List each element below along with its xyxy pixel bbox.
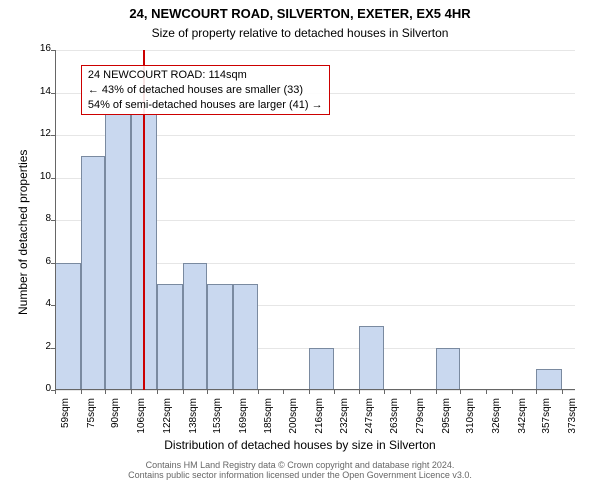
gridline: [55, 50, 575, 51]
gridline: [55, 390, 575, 391]
x-tick-label: 216sqm: [314, 398, 325, 443]
footer-line-1: Contains HM Land Registry data © Crown c…: [0, 460, 600, 470]
histogram-bar: [359, 326, 385, 390]
x-tick-label: 75sqm: [86, 398, 97, 443]
x-tick-label: 90sqm: [110, 398, 121, 443]
plot-area: 024681012141659sqm75sqm90sqm106sqm122sqm…: [55, 50, 575, 390]
chart-container: 24, NEWCOURT ROAD, SILVERTON, EXETER, EX…: [0, 0, 600, 500]
x-tick-label: 373sqm: [567, 398, 578, 443]
x-tick-label: 185sqm: [263, 398, 274, 443]
x-tick-label: 326sqm: [491, 398, 502, 443]
histogram-bar: [309, 348, 335, 391]
y-tick-label: 16: [27, 43, 51, 54]
histogram-bar: [105, 114, 131, 390]
x-tick-label: 263sqm: [389, 398, 400, 443]
histogram-bar: [207, 284, 233, 390]
x-tick-label: 232sqm: [339, 398, 350, 443]
y-tick-label: 0: [27, 383, 51, 394]
y-tick-label: 8: [27, 213, 51, 224]
histogram-bar: [183, 263, 207, 391]
x-tick-label: 279sqm: [415, 398, 426, 443]
x-tick-label: 59sqm: [60, 398, 71, 443]
histogram-bar: [81, 156, 105, 390]
y-tick-label: 10: [27, 171, 51, 182]
y-tick-label: 12: [27, 128, 51, 139]
x-axis-label: Distribution of detached houses by size …: [0, 438, 600, 452]
histogram-bar: [233, 284, 259, 390]
x-tick-label: 342sqm: [517, 398, 528, 443]
x-tick-label: 138sqm: [188, 398, 199, 443]
x-tick-label: 122sqm: [162, 398, 173, 443]
footer-text: Contains HM Land Registry data © Crown c…: [0, 460, 600, 480]
chart-subtitle: Size of property relative to detached ho…: [0, 26, 600, 40]
annotation-line: 24 NEWCOURT ROAD: 114sqm: [88, 68, 323, 83]
annotation-line: 54% of semi-detached houses are larger (…: [88, 98, 323, 113]
histogram-bar: [55, 263, 81, 391]
y-tick-label: 4: [27, 298, 51, 309]
x-tick-label: 357sqm: [541, 398, 552, 443]
histogram-bar: [436, 348, 460, 391]
chart-title: 24, NEWCOURT ROAD, SILVERTON, EXETER, EX…: [0, 6, 600, 21]
annotation-line: ← 43% of detached houses are smaller (33…: [88, 83, 323, 98]
y-tick-label: 2: [27, 341, 51, 352]
x-tick-label: 169sqm: [238, 398, 249, 443]
y-tick-label: 14: [27, 86, 51, 97]
x-tick-label: 153sqm: [212, 398, 223, 443]
x-tick-label: 310sqm: [465, 398, 476, 443]
annotation-box: 24 NEWCOURT ROAD: 114sqm← 43% of detache…: [81, 65, 330, 116]
x-tick-label: 200sqm: [288, 398, 299, 443]
histogram-bar: [536, 369, 562, 390]
x-tick-label: 247sqm: [364, 398, 375, 443]
footer-line-2: Contains public sector information licen…: [0, 470, 600, 480]
y-tick-label: 6: [27, 256, 51, 267]
x-tick-label: 106sqm: [136, 398, 147, 443]
histogram-bar: [157, 284, 183, 390]
x-tick-label: 295sqm: [441, 398, 452, 443]
